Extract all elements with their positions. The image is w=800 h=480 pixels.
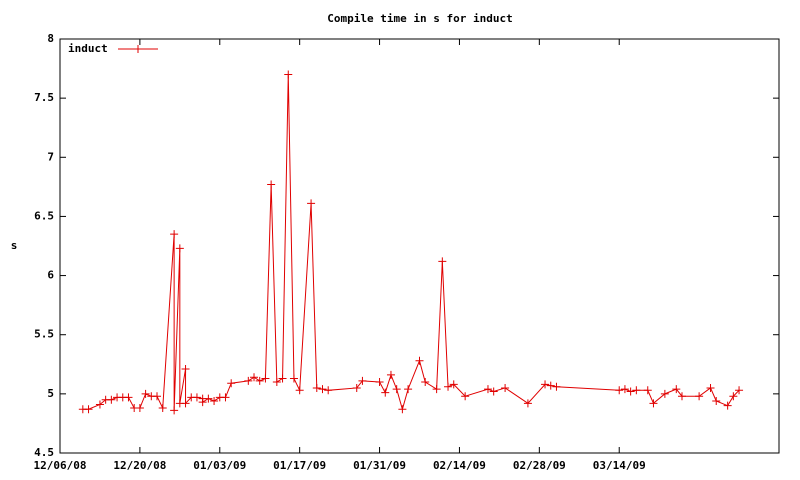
point-marker [677,392,686,401]
x-tick-label: 12/20/08 [113,459,166,472]
point-marker [272,378,281,387]
legend-marker [134,45,142,53]
point-marker [278,374,287,383]
point-marker [381,388,390,397]
point-marker [153,392,162,401]
x-tick-label: 02/28/09 [513,459,566,472]
x-tick-label: 01/17/09 [273,459,326,472]
point-marker [307,199,316,208]
point-marker [84,405,93,414]
point-marker [546,381,555,390]
point-marker [392,385,401,394]
point-marker [261,374,270,383]
x-tick-label: 12/06/08 [34,459,87,472]
point-marker [267,180,276,189]
point-marker [312,383,321,392]
point-marker [295,386,304,395]
point-marker [398,405,407,414]
point-marker [124,393,133,402]
point-marker [170,230,179,239]
point-marker [324,386,333,395]
x-tick-label: 02/14/09 [433,459,486,472]
x-tick-label: 01/03/09 [193,459,246,472]
point-marker [735,386,744,395]
point-marker [192,393,201,402]
point-marker [221,393,230,402]
y-tick-label: 7.5 [34,91,54,104]
point-marker [729,392,738,401]
point-marker [284,70,293,79]
plot-frame [59,38,780,454]
point-marker [643,386,652,395]
chart-title: Compile time in s for induct [327,12,512,25]
point-marker [250,373,259,382]
point-marker [541,380,550,389]
point-marker [181,365,190,374]
point-marker [170,406,179,415]
y-tick-label: 8 [47,32,54,45]
series-line [82,74,740,412]
y-tick-label: 5 [47,387,54,400]
point-marker [712,396,721,405]
point-marker [181,399,190,408]
point-marker [449,380,458,389]
point-marker [210,396,219,405]
point-marker [523,399,532,408]
point-marker [432,385,441,394]
point-marker [375,378,384,387]
point-marker [483,385,492,394]
point-marker [255,376,264,385]
point-marker [695,392,704,401]
point-marker [318,385,327,394]
point-marker [626,387,635,396]
point-marker [358,376,367,385]
y-tick-label: 4.5 [34,446,54,459]
y-tick-label: 5.5 [34,328,54,341]
point-marker [620,385,629,394]
point-marker [175,244,184,253]
point-marker [660,389,669,398]
point-marker [404,385,413,394]
point-marker [141,389,150,398]
point-marker [444,382,453,391]
point-marker [552,382,561,391]
point-marker [632,386,641,395]
point-marker [244,376,253,385]
y-tick-label: 7 [47,150,54,163]
y-tick-label: 6 [47,269,54,282]
point-marker [615,386,624,395]
x-tick-label: 01/31/09 [353,459,406,472]
point-marker [461,392,470,401]
point-marker [95,400,104,409]
point-marker [386,370,395,379]
point-marker [198,398,207,407]
y-axis-label: s [11,239,18,252]
point-marker [438,257,447,266]
point-marker [672,385,681,394]
point-marker [421,378,430,387]
point-marker [415,356,424,365]
point-marker [107,395,116,404]
point-marker [649,399,658,408]
x-tick-label: 03/14/09 [593,459,646,472]
point-marker [723,401,732,410]
y-tick-label: 6.5 [34,209,54,222]
point-marker [135,404,144,413]
point-marker [227,379,236,388]
point-marker [706,383,715,392]
point-marker [204,394,213,403]
point-marker [352,383,361,392]
point-marker [489,387,498,396]
point-marker [501,383,510,392]
point-marker [289,374,298,383]
point-marker [158,404,167,413]
legend-label: induct [68,42,108,55]
